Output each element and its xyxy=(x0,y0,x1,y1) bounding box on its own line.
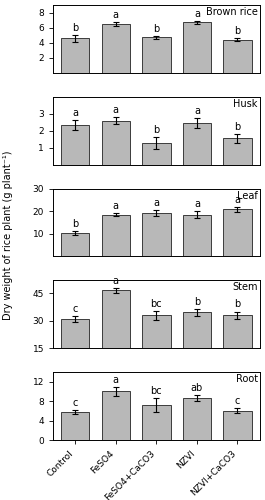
Text: Root: Root xyxy=(236,374,258,384)
Text: b: b xyxy=(72,218,78,228)
Bar xyxy=(102,392,130,440)
Bar xyxy=(102,214,130,256)
Text: a: a xyxy=(113,276,119,286)
Text: a: a xyxy=(194,9,200,19)
Text: b: b xyxy=(194,296,200,306)
Bar xyxy=(142,405,171,440)
Text: Dry weight of rice plant (g plant⁻¹): Dry weight of rice plant (g plant⁻¹) xyxy=(3,150,13,320)
Bar xyxy=(102,24,130,73)
Bar xyxy=(102,290,130,376)
Text: a: a xyxy=(113,10,119,20)
Bar xyxy=(183,22,211,73)
Text: c: c xyxy=(235,396,240,406)
Text: a: a xyxy=(153,198,159,208)
Text: c: c xyxy=(73,304,78,314)
Bar xyxy=(61,232,90,256)
Text: ab: ab xyxy=(191,383,203,393)
Bar xyxy=(223,40,251,73)
Bar xyxy=(183,398,211,440)
Text: a: a xyxy=(113,200,119,210)
Bar xyxy=(183,214,211,256)
Text: b: b xyxy=(234,122,241,132)
Bar xyxy=(223,138,251,164)
Text: bc: bc xyxy=(151,386,162,396)
Bar xyxy=(223,315,251,376)
Text: b: b xyxy=(153,24,160,34)
Text: b: b xyxy=(153,124,160,134)
Text: Brown rice: Brown rice xyxy=(206,7,258,17)
Text: Leaf: Leaf xyxy=(237,190,258,200)
Text: b: b xyxy=(72,23,78,33)
Bar xyxy=(223,411,251,440)
Text: a: a xyxy=(113,374,119,384)
Text: Husk: Husk xyxy=(233,99,258,109)
Text: c: c xyxy=(73,398,78,408)
Bar xyxy=(142,213,171,256)
Text: bc: bc xyxy=(151,298,162,308)
Bar xyxy=(102,120,130,164)
Text: a: a xyxy=(113,105,119,115)
Text: a: a xyxy=(72,108,78,118)
Bar xyxy=(61,38,90,73)
Bar xyxy=(142,38,171,73)
Bar xyxy=(183,123,211,164)
Bar xyxy=(61,125,90,164)
Text: Stem: Stem xyxy=(232,282,258,292)
Bar xyxy=(142,142,171,165)
Bar xyxy=(183,312,211,376)
Text: a: a xyxy=(194,106,200,116)
Bar xyxy=(223,210,251,256)
Text: a: a xyxy=(235,195,240,205)
Bar xyxy=(142,315,171,376)
Text: a: a xyxy=(194,199,200,209)
Bar xyxy=(61,319,90,376)
Bar xyxy=(61,412,90,440)
Text: b: b xyxy=(234,300,241,310)
Text: b: b xyxy=(234,26,241,36)
